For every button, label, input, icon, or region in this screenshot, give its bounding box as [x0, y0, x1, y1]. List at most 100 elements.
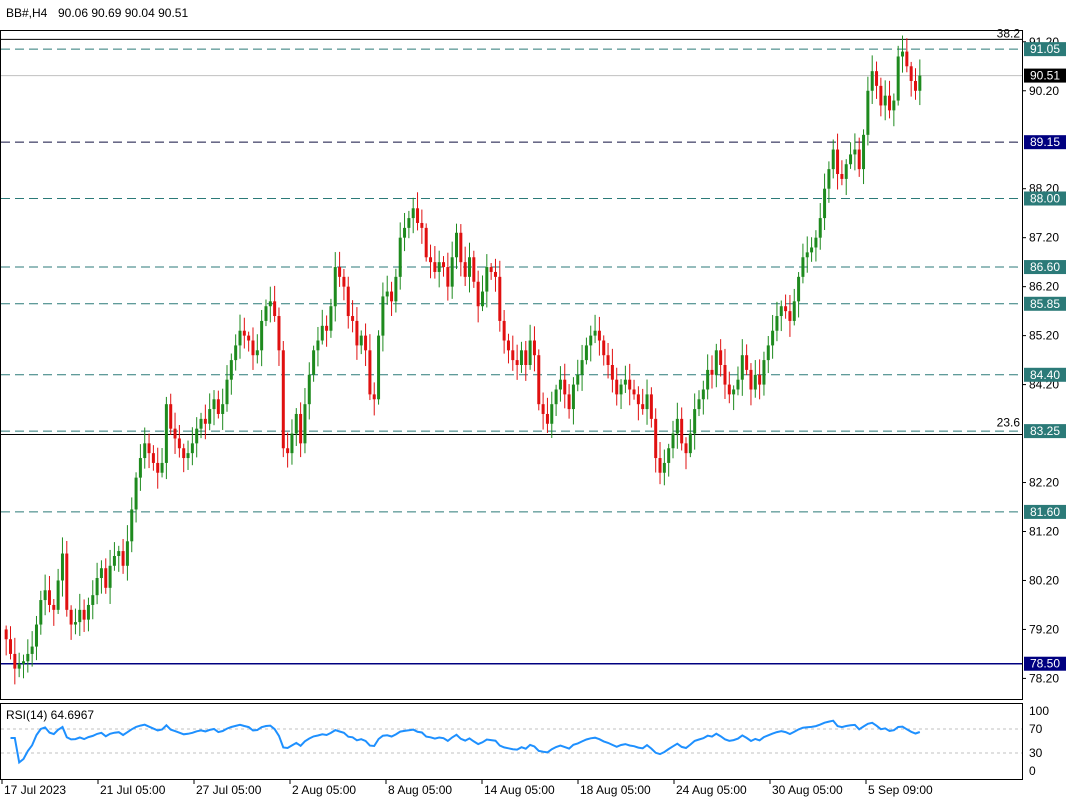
candle-115 — [502, 310, 506, 354]
candle-body — [537, 355, 541, 405]
candle-91 — [398, 222, 402, 290]
candle-body — [511, 350, 515, 361]
candle-158 — [688, 419, 692, 458]
candle-54 — [238, 314, 242, 359]
candle-140 — [610, 348, 614, 393]
candle-body — [576, 374, 580, 385]
candle-84 — [368, 334, 372, 401]
candle-102 — [446, 252, 450, 301]
candle-body — [95, 578, 99, 596]
candle-body — [138, 458, 142, 478]
candle-body — [671, 433, 675, 449]
candle-164 — [714, 343, 718, 388]
candle-122 — [532, 326, 536, 372]
candle-15 — [69, 605, 73, 640]
level-tag-bg-8 — [1024, 656, 1066, 671]
candle-100 — [437, 250, 441, 288]
candle-body — [338, 267, 342, 277]
candle-body — [467, 257, 471, 277]
candle-body — [104, 568, 108, 588]
candle-body — [896, 56, 900, 101]
candle-body — [883, 95, 887, 106]
level-tag-bg-0 — [1024, 42, 1066, 57]
candle-body — [307, 374, 311, 405]
x-tick-label-6: 18 Aug 05:00 — [580, 783, 651, 797]
candle-body — [78, 609, 82, 623]
candle-171 — [745, 344, 749, 376]
candle-body — [667, 448, 671, 463]
candle-105 — [459, 224, 463, 277]
level-tag-bg-7 — [1024, 504, 1066, 519]
candle-82 — [359, 330, 363, 355]
candle-body — [151, 453, 155, 463]
candle-16 — [73, 608, 77, 635]
candle-body — [688, 433, 692, 454]
candle-30 — [134, 472, 138, 523]
candle-body — [584, 345, 588, 361]
candle-body — [888, 95, 892, 111]
candle-body — [177, 438, 181, 449]
candle-body — [208, 409, 212, 424]
candle-176 — [766, 335, 770, 373]
candle-52 — [229, 353, 233, 395]
candle-128 — [558, 366, 562, 402]
candle-200 — [870, 55, 874, 104]
x-tick-label-3: 2 Aug 05:00 — [292, 783, 356, 797]
candle-141 — [615, 367, 619, 406]
candle-42 — [186, 440, 190, 470]
candle-72 — [316, 326, 320, 367]
candle-39 — [173, 412, 177, 454]
candle-7 — [34, 615, 38, 661]
candle-body — [164, 404, 168, 463]
candle-177 — [771, 314, 775, 359]
candle-body — [73, 622, 77, 625]
candle-body — [333, 267, 337, 307]
candle-143 — [623, 365, 627, 393]
candle-119 — [519, 341, 523, 373]
candle-body — [52, 604, 56, 610]
candle-body — [831, 149, 835, 170]
candle-151 — [658, 442, 662, 485]
candle-body — [290, 433, 294, 454]
candle-169 — [736, 366, 740, 396]
candle-body — [597, 330, 601, 341]
candle-74 — [325, 315, 329, 347]
candle-76 — [333, 252, 337, 322]
candle-32 — [143, 427, 147, 469]
candle-189 — [823, 173, 827, 231]
candle-body — [632, 389, 636, 395]
candle-body — [784, 306, 788, 312]
candle-body — [905, 51, 909, 67]
candle-body — [792, 301, 796, 321]
candle-body — [108, 565, 112, 588]
candle-135 — [589, 325, 593, 362]
candle-body — [866, 90, 870, 135]
candle-49 — [216, 390, 220, 419]
candle-body — [294, 413, 298, 434]
candle-173 — [753, 360, 757, 398]
candle-body — [329, 306, 333, 331]
candle-6 — [30, 631, 34, 667]
candle-body — [862, 134, 866, 170]
candle-34 — [151, 445, 155, 471]
candle-body — [771, 330, 775, 346]
candle-0 — [4, 625, 8, 656]
candle-80 — [351, 300, 355, 333]
candle-body — [260, 320, 264, 351]
candle-118 — [515, 344, 519, 380]
candle-body — [60, 553, 64, 581]
candle-body — [368, 350, 372, 395]
fib-label-1: 23.6 — [997, 416, 1021, 430]
candle-95 — [416, 192, 420, 231]
x-tick-label-2: 27 Jul 05:00 — [196, 783, 262, 797]
candle-1 — [8, 626, 12, 660]
candle-17 — [78, 593, 82, 636]
candle-body — [693, 409, 697, 434]
level-tag-6: 83.25 — [1030, 424, 1060, 438]
level-tag-0: 91.05 — [1030, 42, 1060, 56]
candle-body — [446, 267, 450, 287]
candle-116 — [506, 333, 510, 364]
price-axis: 91.2090.2088.2087.2086.2085.2084.2082.20… — [1022, 35, 1059, 685]
candle-body — [247, 335, 251, 341]
candle-body — [229, 360, 233, 380]
